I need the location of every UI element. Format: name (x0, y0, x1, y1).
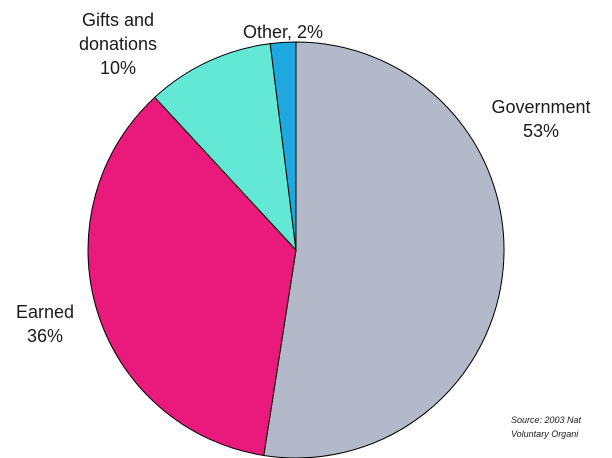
label-line: 10% (100, 58, 136, 78)
label-other: Other, 2% (243, 22, 323, 42)
label-line: Gifts and (82, 10, 154, 30)
source-line-2: Voluntary Organi (511, 429, 579, 439)
label-line: 53% (523, 121, 559, 141)
pie-slices (87, 41, 505, 458)
label-earned: Earned 36% (16, 302, 74, 346)
label-line: Other, 2% (243, 22, 323, 42)
label-line: Earned (16, 302, 74, 322)
label-line: donations (79, 34, 157, 54)
slice-other (269, 41, 297, 251)
label-line: Government (491, 97, 590, 117)
source-note: Source: 2003 Nat Voluntary Organi (511, 415, 584, 439)
label-government: Government 53% (491, 97, 590, 141)
slice-labels: Government 53% Earned 36% Gifts and donations… (16, 10, 591, 346)
label-line: 36% (27, 326, 63, 346)
source-line-1: Source: 2003 Nat (511, 415, 582, 425)
slice-government (263, 41, 505, 458)
slice-gifts-and-donations (154, 43, 297, 252)
label-gifts-and-donations: Gifts and donations 10% (79, 10, 157, 78)
slice-earned (87, 96, 297, 457)
